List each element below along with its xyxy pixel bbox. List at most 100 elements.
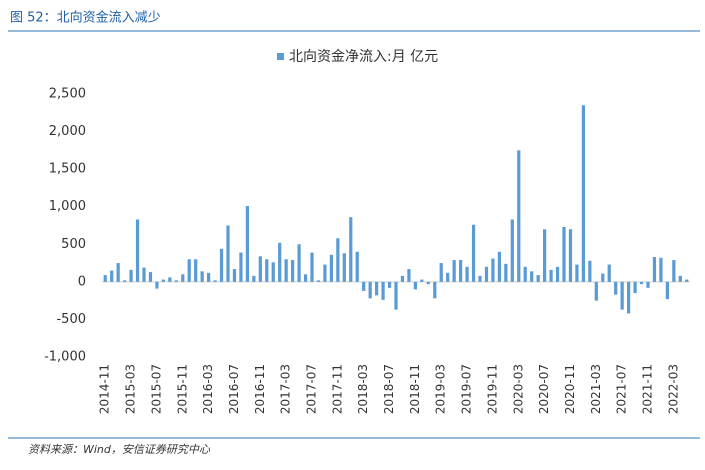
bar xyxy=(491,258,495,282)
bar xyxy=(362,281,366,291)
bar xyxy=(555,266,560,282)
bar xyxy=(652,257,657,282)
bar xyxy=(381,281,385,300)
bar xyxy=(575,264,579,282)
bar xyxy=(232,269,237,282)
bar xyxy=(484,266,489,282)
x-tick-label: 2016-03 xyxy=(201,364,215,414)
bar xyxy=(594,281,598,301)
y-tick-label: -500 xyxy=(56,312,86,327)
y-tick-label: 1,500 xyxy=(49,162,86,177)
bar xyxy=(207,272,211,282)
bar xyxy=(194,259,198,282)
bar xyxy=(336,238,340,282)
bar xyxy=(129,269,133,282)
bar xyxy=(187,259,191,282)
bar xyxy=(245,205,249,282)
bar xyxy=(665,281,669,300)
bar xyxy=(452,260,456,282)
bar xyxy=(291,260,295,282)
bar xyxy=(478,275,482,282)
legend-label: 北向资金净流入:月 亿元 xyxy=(289,49,438,65)
bar xyxy=(213,280,217,282)
bar xyxy=(284,259,288,282)
bar xyxy=(426,281,430,285)
bar xyxy=(265,259,269,282)
bar xyxy=(148,272,153,282)
bar xyxy=(510,219,514,282)
y-tick-label: 2,000 xyxy=(49,124,86,139)
bar xyxy=(258,256,262,282)
bar xyxy=(646,281,650,288)
bar xyxy=(142,267,146,282)
y-tick-label: 0 xyxy=(78,274,86,289)
bar xyxy=(471,224,476,282)
bar xyxy=(672,260,676,282)
x-tick-label: 2021-03 xyxy=(589,364,603,414)
x-tick-label: 2022-03 xyxy=(666,364,680,414)
x-tick-label: 2015-03 xyxy=(124,364,138,414)
bar xyxy=(116,263,120,282)
bar xyxy=(316,280,321,282)
bar xyxy=(588,260,592,282)
x-tick-label: 2018-07 xyxy=(382,364,396,414)
bar xyxy=(413,281,417,290)
y-tick-label: 1,000 xyxy=(49,199,86,214)
bar xyxy=(110,270,114,282)
bar xyxy=(601,273,605,282)
bar xyxy=(407,269,411,282)
bar xyxy=(530,271,534,282)
bar xyxy=(400,275,405,282)
bar xyxy=(581,105,585,282)
bar xyxy=(627,281,631,314)
bar xyxy=(504,263,508,282)
x-tick-label: 2021-07 xyxy=(615,364,629,414)
bar xyxy=(181,274,185,282)
bar xyxy=(219,248,224,282)
bar xyxy=(465,266,469,282)
bar xyxy=(297,244,301,282)
source-note: 资料来源：Wind，安信证券研究中心 xyxy=(28,443,211,456)
bar xyxy=(155,281,159,289)
figure-title: 图 52：北向资金流入减少 xyxy=(10,10,161,26)
bar xyxy=(562,227,566,282)
x-tick-label: 2018-03 xyxy=(356,364,370,414)
bar xyxy=(168,277,172,282)
bar xyxy=(549,269,553,282)
y-tick-label: 2,500 xyxy=(49,87,86,102)
bar xyxy=(123,280,127,282)
x-tick-label: 2019-11 xyxy=(485,364,499,414)
bar xyxy=(685,279,689,282)
bar xyxy=(174,280,178,282)
bar xyxy=(135,219,140,282)
y-tick-label: -1,000 xyxy=(44,350,86,365)
bar xyxy=(303,274,308,282)
x-tick-label: 2020-11 xyxy=(563,364,577,414)
bar xyxy=(523,266,527,282)
x-tick-label: 2018-11 xyxy=(408,364,422,414)
bar xyxy=(639,281,644,285)
bar xyxy=(103,275,107,282)
bar xyxy=(271,262,275,282)
bar xyxy=(200,271,204,282)
bar xyxy=(375,281,379,296)
bar xyxy=(517,150,521,282)
bar xyxy=(633,281,637,294)
x-tick-label: 2015-07 xyxy=(149,364,163,414)
bar xyxy=(252,275,256,282)
bar xyxy=(420,279,424,282)
bar xyxy=(387,281,392,288)
x-tick-label: 2017-07 xyxy=(305,364,319,414)
bar xyxy=(659,257,663,282)
x-tick-label: 2019-03 xyxy=(434,364,448,414)
x-tick-label: 2021-11 xyxy=(641,364,655,414)
x-tick-label: 2014-11 xyxy=(98,364,112,414)
bar xyxy=(614,281,618,295)
x-tick-label: 2016-07 xyxy=(227,364,241,414)
bar xyxy=(368,281,372,299)
bar xyxy=(329,254,333,282)
bar xyxy=(678,275,682,282)
x-tick-label: 2015-11 xyxy=(175,364,189,414)
bar xyxy=(497,251,501,282)
